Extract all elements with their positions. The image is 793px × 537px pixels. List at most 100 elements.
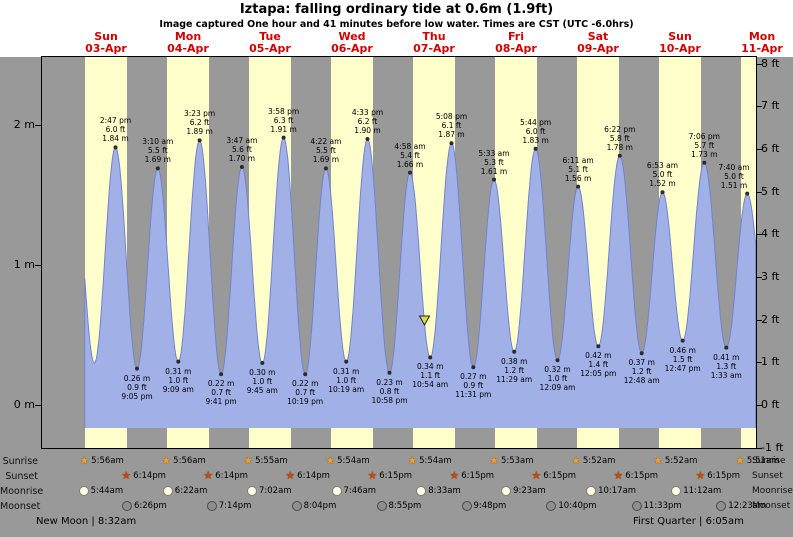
moonset-time: 11:33pm [643, 501, 682, 511]
low-tide-dot [680, 338, 685, 343]
high-tide-dot [660, 190, 665, 195]
low-tide-dot [135, 366, 139, 371]
high-tide-dot [155, 166, 160, 171]
high-tide-label: 5:08 pm 6.1 ft 1.87 m [435, 112, 468, 140]
sunrise-star-icon: ★ [407, 454, 418, 467]
sunset-time: 6:14pm [215, 471, 248, 481]
high-tide-dot [281, 135, 286, 140]
day-label: Wed 06-Apr [331, 30, 373, 55]
capture-note: Image captured One hour and 41 minutes b… [159, 19, 634, 30]
moonset-entry: 8:04pm [291, 500, 336, 512]
low-tide-label: 0.31 m 1.0 ft 10:19 am [328, 366, 365, 394]
moonset-circle-icon [122, 501, 132, 511]
moonset-time: 6:26pm [134, 501, 167, 511]
low-tide-dot [596, 344, 601, 349]
moonset-entry: 8:55pm [376, 500, 421, 512]
moonset-entry: 9:48pm [461, 500, 507, 512]
sunset-time: 6:14pm [297, 471, 330, 481]
high-tide-dot [365, 137, 370, 141]
moonset-circle-icon [461, 501, 472, 511]
y-axis-left-tick [35, 125, 42, 126]
low-tide-dot [219, 372, 224, 377]
high-tide-label: 4:58 am 5.4 ft 1.66 m [394, 141, 426, 169]
sunset-entry: ★ 6:15pm [695, 470, 740, 482]
tide-curve [84, 135, 756, 428]
moonrise-time: 6:22am [174, 486, 208, 496]
moon-phase-first-quarter: First Quarter | 6:05am [633, 516, 744, 527]
high-tide-dot [702, 160, 707, 165]
sunset-time: 6:15pm [461, 471, 495, 481]
sunrise-entry: ★ 5:52am [653, 455, 697, 467]
moonset-circle-icon [546, 501, 557, 511]
day-label: Sun 03-Apr [85, 30, 127, 55]
sunset-entry: ★ 6:14pm [285, 470, 330, 482]
low-tide-label: 0.27 m 0.9 ft 11:31 pm [455, 372, 492, 400]
moonset-entry: 7:14pm [206, 500, 251, 512]
sunrise-entry: ★ 5:54am [325, 455, 369, 467]
high-tide-label: 7:40 am 5.0 ft 1.51 m [718, 162, 750, 190]
sunrise-star-icon: ★ [161, 454, 172, 467]
y-axis-right-label: 3 ft [761, 269, 780, 283]
sunset-entry: ★ 6:15pm [531, 470, 576, 482]
low-tide-label: 0.31 m 1.0 ft 9:09 am [162, 366, 194, 394]
moonrise-circle-icon [586, 486, 597, 496]
sunset-time: 6:15pm [543, 471, 577, 481]
y-axis-right-label: 2 ft [761, 312, 780, 326]
sunrise-star-icon: ★ [571, 454, 581, 467]
sunset-entry: ★ 6:15pm [449, 470, 494, 482]
high-tide-dot [197, 138, 202, 143]
high-tide-label: 3:58 pm 6.3 ft 1.91 m [267, 106, 300, 134]
sunrise-star-icon: ★ [735, 454, 745, 467]
low-tide-label: 0.46 m 1.5 ft 12:47 pm [664, 345, 701, 373]
y-axis-right-label: 1 ft [761, 355, 780, 369]
low-tide-dot [303, 372, 308, 377]
low-tide-label: 0.41 m 1.3 ft 1:33 am [710, 352, 742, 380]
moonset-time: 9:48pm [473, 501, 507, 511]
low-tide-label: 0.22 m 0.7 ft 9:41 pm [205, 379, 237, 407]
sunrise-row-label-left: Sunrise [2, 456, 38, 467]
y-axis-right-label: 4 ft [761, 227, 780, 241]
high-tide-label: 6:22 pm 5.8 ft 1.78 m [604, 124, 636, 152]
sunset-time: 6:15pm [625, 471, 659, 481]
sunrise-row-label-right: Sunrise [752, 456, 786, 466]
sunrise-time: 5:54am [419, 456, 452, 466]
moonset-circle-icon [631, 501, 642, 511]
moonrise-entry: 6:22am [162, 485, 208, 497]
high-tide-label: 3:47 am 5.6 ft 1.70 m [226, 136, 258, 163]
sunset-entry: ★ 6:14pm [121, 470, 166, 482]
y-axis-left-label: 1 m [13, 258, 35, 271]
sunrise-star-icon: ★ [325, 454, 336, 467]
sunset-time: 6:15pm [707, 471, 741, 481]
sunrise-entry: ★ 5:52am [571, 455, 615, 467]
moonset-circle-icon [291, 501, 302, 511]
current-time-marker [418, 315, 431, 327]
sunrise-time: 5:52am [582, 456, 616, 466]
low-tide-dot [724, 345, 729, 350]
low-tide-dot [512, 349, 517, 354]
moonset-time: 12:23am [728, 501, 767, 511]
moonrise-time: 7:46am [343, 486, 377, 496]
sunrise-star-icon: ★ [653, 454, 663, 467]
sunset-star-icon: ★ [531, 469, 542, 482]
sunrise-entry: ★ 5:54am [407, 455, 451, 467]
y-axis-right-label: 8 ft [761, 56, 780, 70]
sunset-entry: ★ 6:15pm [613, 470, 658, 482]
moonset-entry: 10:40pm [546, 500, 597, 512]
sunset-row-label-right: Sunset [752, 471, 783, 481]
low-tide-label: 0.34 m 1.1 ft 10:54 am [412, 362, 449, 390]
low-tide-dot [639, 351, 644, 356]
y-axis-right-tick [756, 106, 762, 108]
low-tide-label: 0.26 m 0.9 ft 9:05 pm [121, 373, 153, 401]
sunset-row-label-left: Sunset [5, 471, 38, 482]
high-tide-label: 4:22 am 5.5 ft 1.69 m [310, 137, 342, 165]
moonset-entry: 6:26pm [122, 500, 167, 512]
sunset-star-icon: ★ [367, 469, 378, 482]
sunrise-time: 5:53am [500, 456, 534, 466]
day-label: Tue 05-Apr [249, 30, 291, 55]
day-label: Mon 04-Apr [167, 30, 209, 55]
high-tide-label: 6:53 am 5.0 ft 1.52 m [646, 161, 679, 189]
moonrise-circle-icon [162, 486, 173, 496]
high-tide-dot [617, 153, 622, 158]
sunrise-star-icon: ★ [79, 454, 90, 467]
high-tide-dot [745, 191, 750, 196]
